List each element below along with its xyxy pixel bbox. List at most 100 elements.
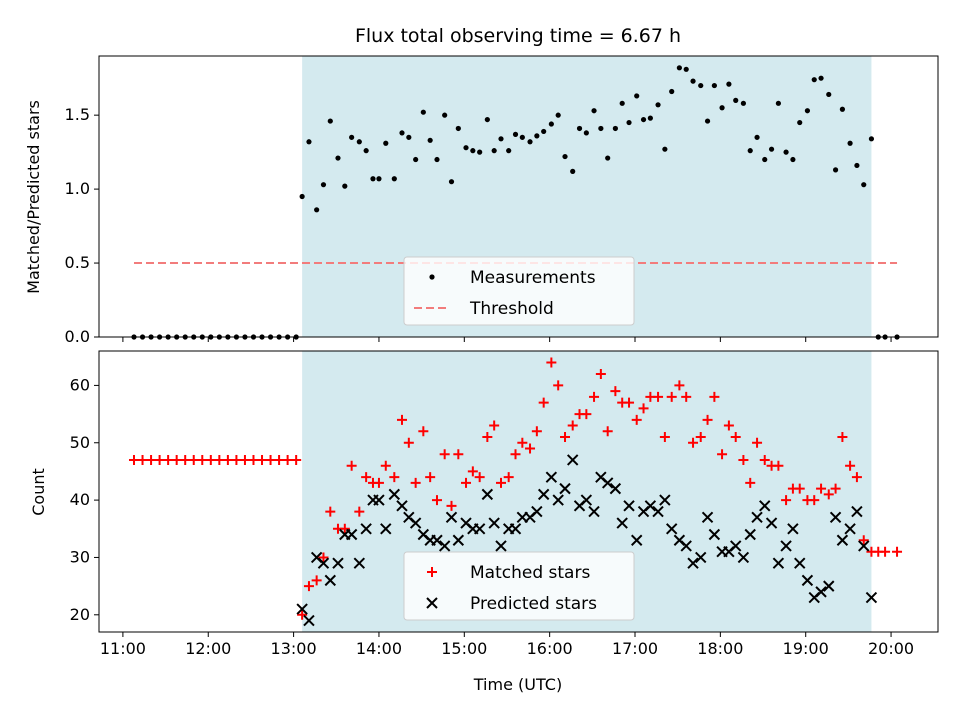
measurement-point: [683, 66, 689, 72]
predicted-stars-point: [324, 574, 337, 587]
measurement-point: [427, 137, 433, 143]
series-matched-stars: [128, 357, 903, 620]
predicted-stars-point: [431, 534, 443, 546]
legend-measurement-marker: [429, 274, 435, 280]
measurement-point: [832, 167, 839, 173]
matched-stars-point: [489, 420, 500, 431]
matched-stars-point: [205, 454, 216, 465]
measurement-point: [826, 91, 832, 98]
measurement-point: [619, 100, 625, 106]
matched-stars-point: [695, 432, 706, 443]
measurement-point: [655, 102, 661, 108]
predicted-stars-point: [609, 482, 622, 495]
matched-stars-point: [346, 460, 357, 471]
measurement-point: [506, 148, 512, 154]
matched-stars-point: [517, 437, 528, 448]
measurement-point: [306, 139, 312, 145]
matched-stars-point: [560, 432, 571, 443]
predicted-stars-point: [659, 494, 671, 506]
matched-stars-point: [892, 546, 903, 557]
measurement-point: [647, 115, 653, 121]
predicted-stars-point: [452, 534, 465, 546]
predicted-stars-point: [481, 488, 494, 501]
matched-stars-point: [858, 535, 869, 546]
matched-stars-point: [503, 472, 514, 483]
legend-label: Matched stars: [470, 563, 590, 583]
bottom-y-axis-label: Count: [29, 468, 48, 516]
measurement-point: [349, 134, 355, 140]
x-tick-label: 16:00: [527, 639, 573, 658]
matched-stars-point: [403, 437, 414, 448]
matched-stars-point: [380, 460, 391, 471]
bottom-panel: Count Time (UTC) 20 30 40 50 60 11:00 12:00 13:…: [29, 350, 939, 694]
measurement-point: [747, 148, 753, 154]
legend-box: [403, 256, 635, 326]
measurement-point: [839, 106, 846, 112]
matched-stars-point: [809, 495, 820, 506]
predicted-stars-point: [851, 505, 863, 518]
measurement-point: [548, 121, 554, 127]
matched-stars-point: [265, 454, 276, 465]
measurement-point: [519, 134, 525, 140]
matched-stars-point: [830, 483, 841, 494]
predicted-stars-point: [580, 494, 593, 506]
predicted-stars-point: [409, 517, 422, 529]
predicted-stars-point: [780, 540, 792, 552]
series-layer: [131, 65, 900, 340]
matched-stars-point: [339, 523, 350, 534]
y-tick-label: 1.0: [65, 179, 90, 198]
predicted-stars-point: [701, 511, 714, 524]
legend: Measurements Threshold: [403, 256, 635, 326]
x-tick-label: 20:00: [868, 639, 914, 658]
matched-stars-point: [318, 552, 329, 563]
matched-stars-point: [482, 432, 493, 443]
measurement-point: [406, 134, 412, 140]
matched-stars-point: [631, 414, 642, 425]
measurement-point: [448, 179, 455, 185]
axes-frame: [98, 350, 939, 633]
predicted-stars-point: [708, 528, 721, 541]
matched-stars-point: [638, 403, 649, 414]
y-tick-label: 30: [70, 547, 90, 566]
y-tick-label: 60: [70, 375, 90, 394]
matched-stars-point: [239, 454, 250, 465]
matched-stars-point: [496, 477, 507, 488]
predicted-stars-point: [665, 523, 678, 535]
predicted-stars-point: [438, 540, 451, 552]
measurement-point: [399, 130, 405, 136]
measurement-point: [442, 112, 448, 118]
measurement-point: [463, 145, 469, 151]
measurement-point: [669, 88, 675, 95]
matched-stars-point: [146, 454, 157, 465]
matched-stars-point: [188, 454, 199, 465]
legend-matched-marker: [427, 567, 437, 577]
matched-stars-point: [553, 380, 564, 391]
measurement-point: [335, 155, 341, 161]
matched-stars-point: [717, 449, 728, 460]
predicted-stars-point: [823, 580, 835, 592]
measurement-point: [711, 82, 717, 89]
predicted-stars-point: [601, 477, 614, 489]
measurement-point: [314, 207, 320, 213]
matched-stars-point: [197, 454, 208, 465]
predicted-stars-point: [373, 494, 385, 506]
measurement-point: [570, 168, 576, 174]
measurement-point: [576, 125, 583, 132]
matched-stars-point: [546, 357, 557, 368]
matched-stars-point: [525, 443, 536, 454]
predicted-stars-point: [296, 603, 308, 615]
predicted-stars-point: [844, 523, 856, 535]
measurement-point: [775, 100, 781, 106]
predicted-stars-point: [445, 511, 458, 524]
predicted-stars-point: [317, 557, 330, 569]
predicted-stars-point: [473, 523, 486, 535]
matched-stars-point: [759, 454, 770, 465]
predicted-stars-point: [388, 488, 401, 501]
measurement-point: [768, 146, 775, 152]
matched-stars-point: [303, 581, 314, 592]
predicted-stars-point: [858, 540, 870, 552]
measurement-point: [376, 176, 382, 182]
series-measurements: [131, 65, 900, 340]
predicted-stars-point: [751, 511, 763, 524]
matched-stars-point: [439, 449, 450, 460]
